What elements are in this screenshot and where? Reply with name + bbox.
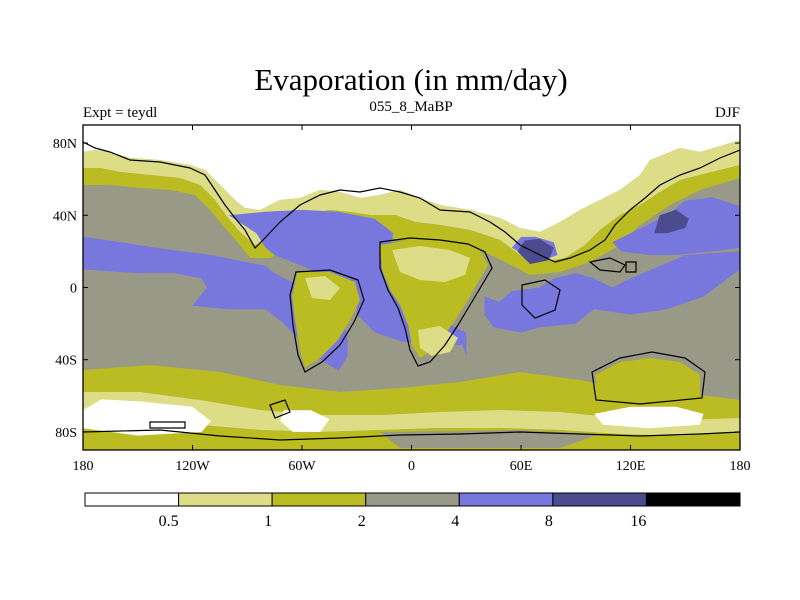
- map-panel: [83, 125, 740, 450]
- colorbar-level-label: 4: [451, 513, 459, 530]
- south-america-olive: [292, 272, 360, 368]
- antarctic-white-patches: [83, 399, 704, 436]
- colorbar-swatch: [178, 492, 273, 507]
- x-tick-label: 60E: [510, 459, 533, 474]
- colorbar: 0.5 1 2 4 8 16: [84, 492, 741, 530]
- dark-kuroshio-field: [654, 209, 689, 234]
- south-america-pale: [305, 276, 340, 300]
- north-pale-band: [83, 140, 740, 262]
- y-tick-label: 40S: [55, 354, 77, 369]
- x-tick-label: 180: [73, 459, 94, 474]
- x-tick-label: 120E: [616, 459, 646, 474]
- x-tick-label: 0: [408, 459, 415, 474]
- southern-olive-band: [83, 365, 740, 420]
- colorbar-swatch: [365, 492, 460, 507]
- colorbar-swatch: [458, 492, 554, 507]
- season-label: DJF: [715, 105, 740, 121]
- pacific-ocean-field: [83, 236, 348, 371]
- experiment-label: Expt = teydl: [83, 105, 157, 121]
- colorbar-swatch: [645, 492, 741, 507]
- antarctic-white-3-field: [594, 406, 704, 429]
- antarctic-white-2-field: [280, 410, 330, 432]
- colorbar-level-label: 2: [358, 513, 366, 530]
- colorbar-swatch: [271, 492, 367, 507]
- antarctic-white-1-field: [83, 399, 211, 436]
- coastlines: [83, 141, 740, 441]
- y-tick-label: 0: [70, 282, 77, 297]
- chart-title: Evaporation (in mm/day): [254, 62, 567, 97]
- y-axis: 80N 40N 0 40S 80S: [53, 137, 740, 441]
- colorbar-swatch: [84, 492, 180, 507]
- sahara-pale-field: [392, 246, 470, 282]
- y-tick-label: 80N: [53, 137, 77, 152]
- southern-africa-pale: [418, 326, 458, 356]
- colorbar-level-label: 8: [545, 513, 553, 530]
- colorbar-swatch: [552, 492, 647, 507]
- southern-pale-band: [83, 392, 740, 436]
- colorbar-level-label: 0.5: [159, 513, 179, 530]
- y-tick-label: 80S: [55, 426, 77, 441]
- subtitle-label: 055_8_MaBP: [369, 99, 452, 115]
- x-tick-label: 120W: [175, 459, 210, 474]
- colorbar-level-label: 16: [630, 513, 646, 530]
- x-axis: 180 120W 60W 0 60E 120E 180: [73, 125, 751, 474]
- colorbar-level-label: 1: [264, 513, 272, 530]
- x-tick-label: 60W: [288, 459, 316, 474]
- north-olive-band: [83, 165, 740, 275]
- x-tick-label: 180: [730, 459, 751, 474]
- y-tick-label: 40N: [53, 209, 77, 224]
- arctic-white-field: [83, 125, 740, 232]
